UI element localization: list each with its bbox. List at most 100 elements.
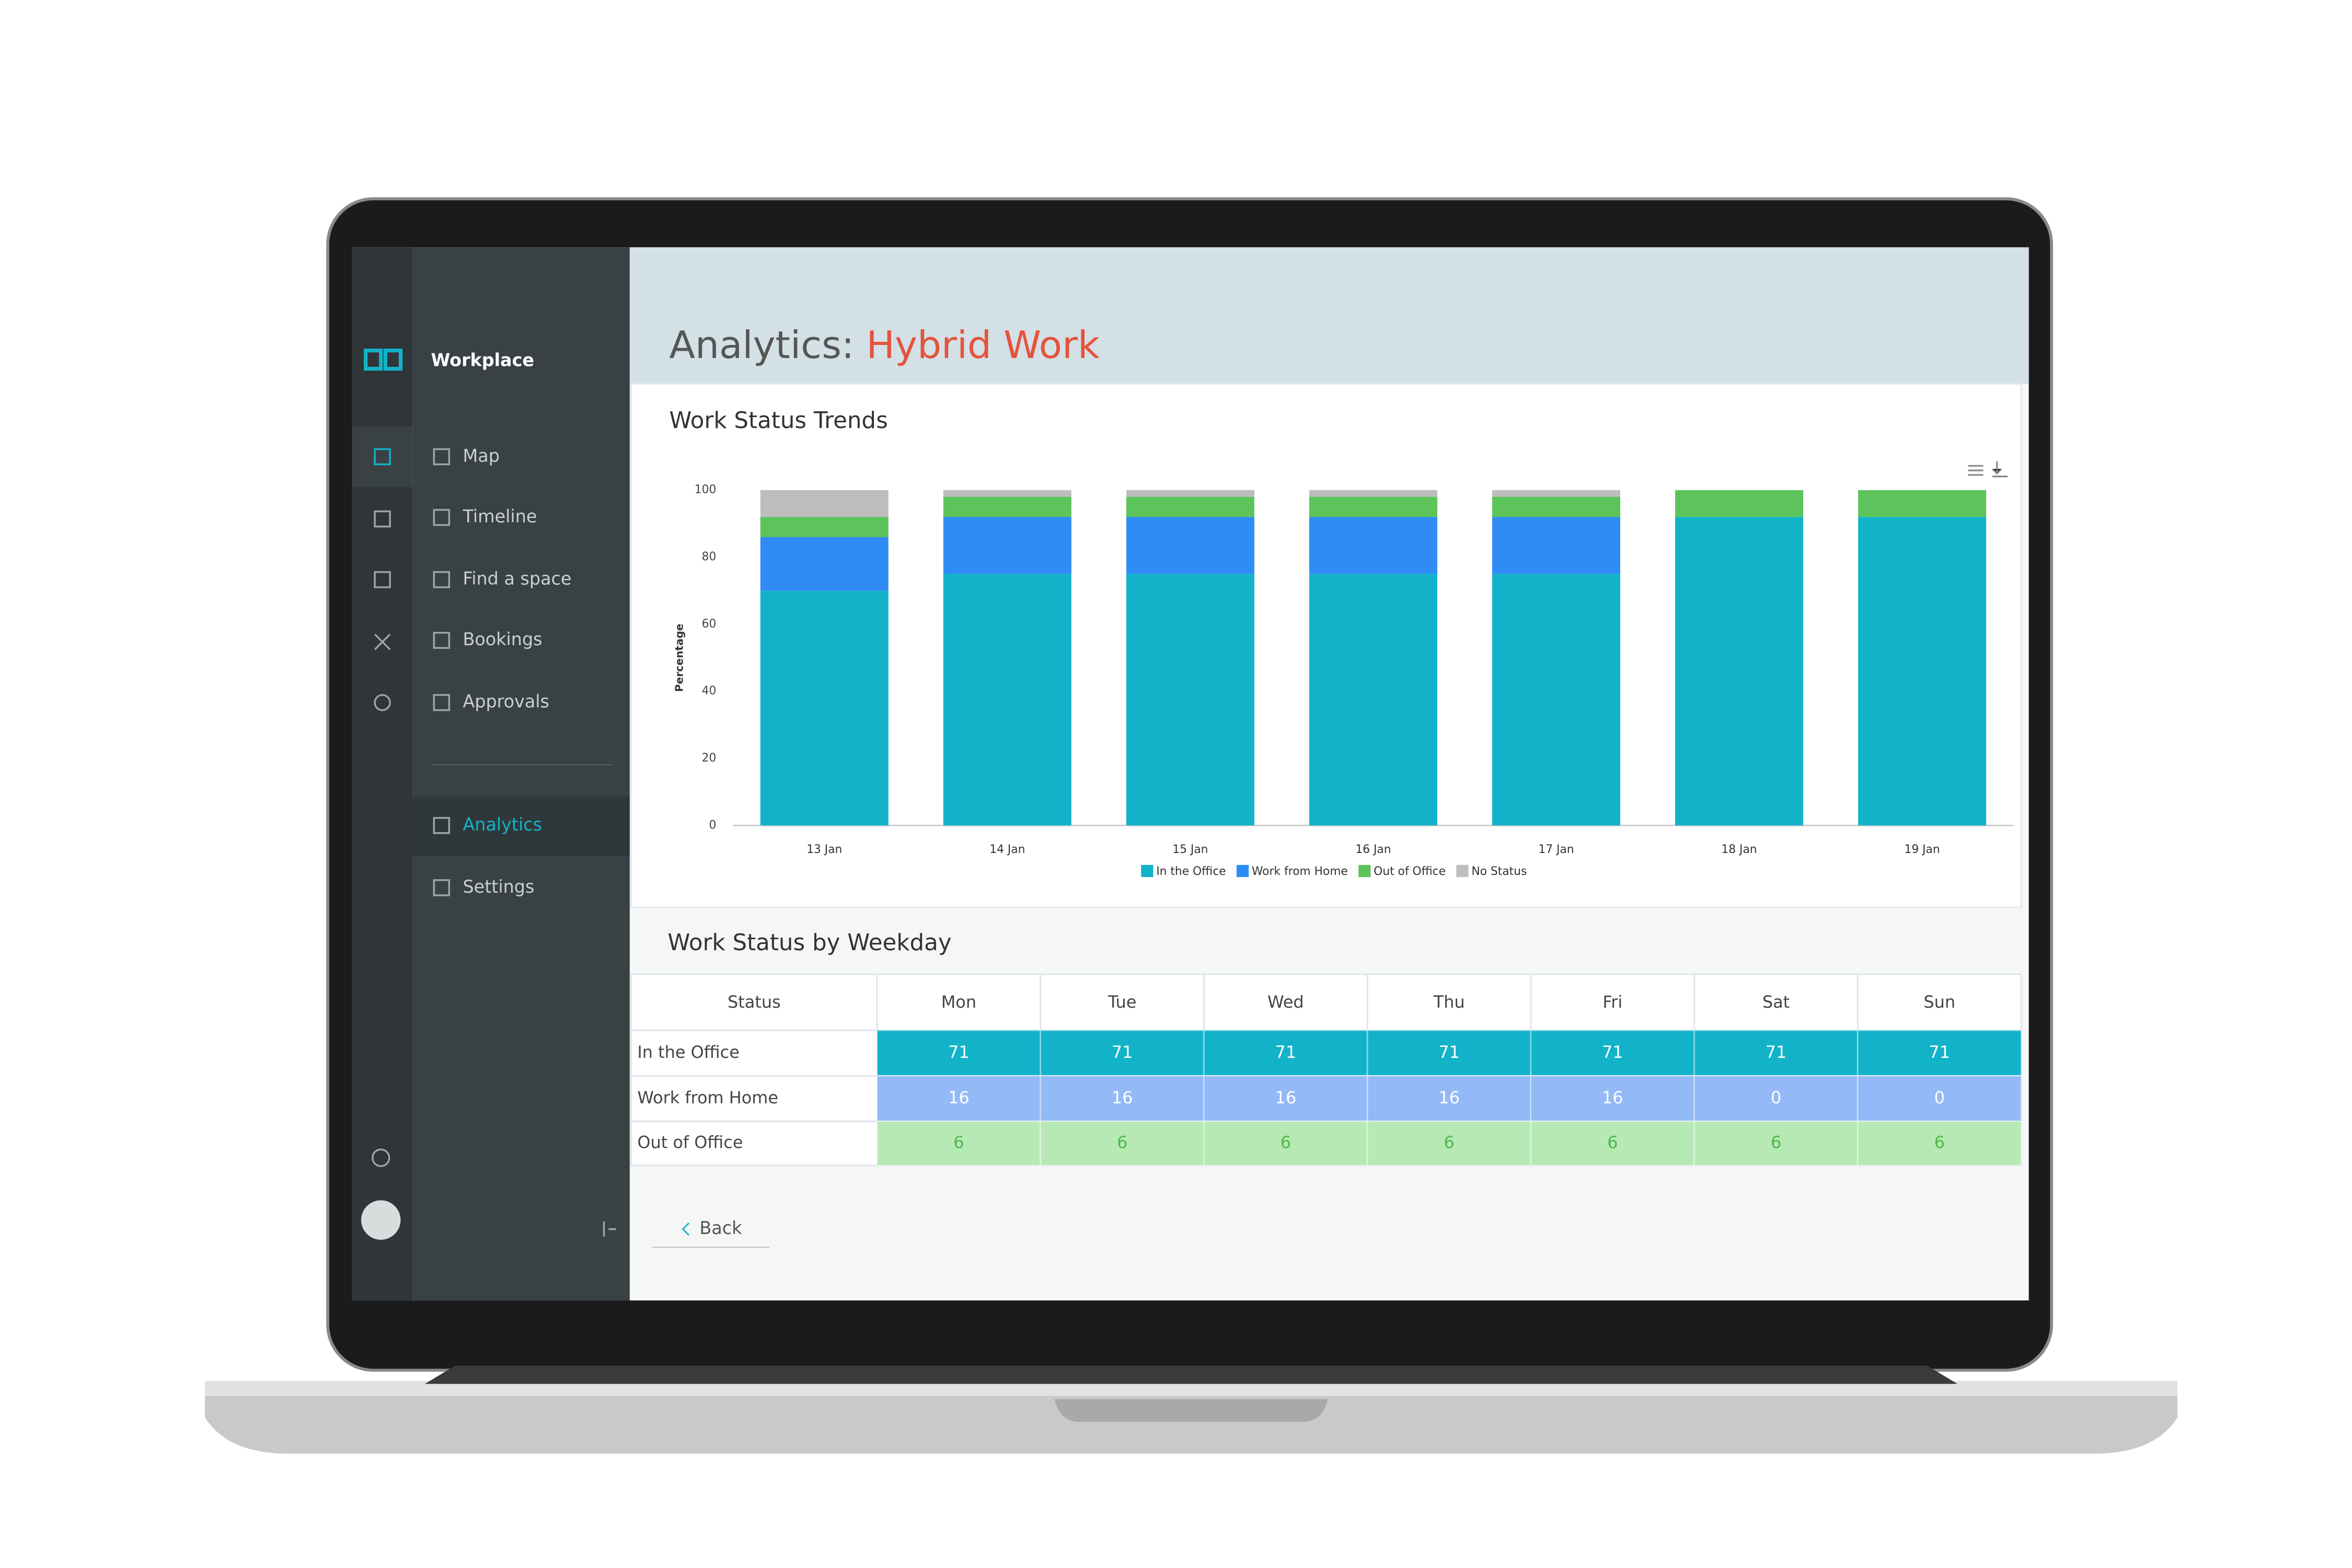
row-label: Out of Office (637, 1133, 743, 1152)
cell-value: 0 (1771, 1088, 1781, 1108)
cell-value: 16 (1602, 1088, 1623, 1108)
bar-segment (760, 517, 889, 537)
nav-item[interactable]: Map (463, 445, 499, 466)
nav: Map Timeline Find a space Bookings Approvals… (433, 445, 571, 897)
cell-value: 6 (953, 1133, 964, 1152)
legend-swatch (1141, 864, 1154, 878)
column-header: Fri (1602, 992, 1622, 1012)
cell-value: 16 (948, 1088, 970, 1108)
brand: Workplace (431, 350, 534, 370)
cell (1693, 1121, 1859, 1167)
table: Status Mon Tue Wed Thu Fri Sat Sun In the Office… (630, 973, 2022, 1167)
back-label[interactable]: Back (699, 1218, 742, 1238)
cell-value: 6 (1444, 1133, 1454, 1152)
cell-value: 71 (1275, 1042, 1297, 1062)
icon-strip (352, 247, 413, 1301)
cell (1693, 1075, 1859, 1122)
bar-segment (760, 537, 889, 591)
bar-segment (1492, 490, 1620, 497)
nav-item[interactable]: Approvals (463, 691, 549, 712)
cell-value: 71 (1929, 1042, 1950, 1062)
nav-item[interactable]: Timeline (462, 506, 537, 527)
strip-icons (372, 448, 616, 1237)
cell-value: 71 (948, 1042, 970, 1062)
legend-label[interactable]: In the Office (1156, 865, 1226, 878)
cell (1040, 1121, 1205, 1167)
x-tick-label: 17 Jan (1538, 843, 1574, 856)
title-sub: Hybrid Work (866, 324, 1100, 367)
page-title: Analytics: Hybrid Work (669, 324, 1100, 367)
bar-segment (1858, 490, 1987, 517)
column-header: Wed (1267, 992, 1304, 1012)
cell-value: 0 (1934, 1088, 1945, 1108)
bar-segment (1492, 517, 1620, 574)
column-header: Status (728, 992, 781, 1012)
column-header: Sat (1762, 992, 1790, 1012)
nav-item[interactable]: Find a space (463, 569, 571, 589)
cell-value: 6 (1934, 1133, 1945, 1152)
bar-segment (1675, 517, 1804, 826)
bar-segment (760, 490, 889, 517)
bar-segment (1309, 490, 1437, 497)
column-header: Tue (1108, 992, 1137, 1012)
y-tick-label: 20 (702, 752, 717, 765)
logo (364, 349, 403, 371)
chart-menu[interactable] (1968, 461, 2008, 478)
cell (1530, 1075, 1696, 1122)
cell-value: 71 (1438, 1042, 1460, 1062)
column-header: Mon (941, 992, 976, 1012)
cell (1203, 1075, 1368, 1122)
legend-label[interactable]: Work from Home (1252, 865, 1348, 878)
legend-swatch (1456, 864, 1469, 878)
y-tick-label: 60 (702, 617, 717, 630)
cell (1530, 1121, 1696, 1167)
table-title: Work Status by Weekday (667, 930, 951, 956)
back-button[interactable]: Back (652, 1218, 769, 1248)
legend-swatch (1358, 864, 1371, 878)
bar-segment (1309, 497, 1437, 517)
title-main: Analytics: (669, 324, 854, 367)
bar-segment (1309, 574, 1437, 826)
legend-swatch (1236, 864, 1249, 878)
cell-value: 71 (1766, 1042, 1787, 1062)
cell (1203, 1121, 1368, 1167)
legend-label[interactable]: No Status (1471, 865, 1527, 878)
nav-item[interactable]: Analytics (463, 814, 542, 835)
nav-icon (433, 509, 451, 526)
column-header: Sun (1923, 992, 1955, 1012)
header (629, 247, 2029, 384)
bar-segment (1126, 517, 1254, 574)
y-tick-label: 100 (695, 483, 717, 497)
y-tick-label: 80 (702, 550, 717, 563)
nav-item[interactable]: Settings (463, 877, 534, 897)
column-header: Thu (1433, 992, 1465, 1012)
nav-icon (433, 571, 451, 589)
nav-icon (433, 448, 451, 466)
cell-value: 71 (1112, 1042, 1133, 1062)
bar-segment (943, 490, 1071, 497)
legend-label[interactable]: Out of Office (1374, 865, 1446, 878)
bar-segment (1858, 517, 1987, 826)
y-tick-label: 40 (702, 685, 717, 698)
x-tick-label: 15 Jan (1172, 843, 1208, 856)
bar-segment (1309, 517, 1437, 574)
cell (1040, 1029, 1205, 1077)
cell-value: 6 (1117, 1133, 1127, 1152)
nav-item[interactable]: Bookings (463, 629, 542, 650)
cell-value: 6 (1281, 1133, 1291, 1152)
cell (1857, 1121, 2022, 1167)
cell-value: 6 (1607, 1133, 1618, 1152)
y-tick-label: 0 (709, 818, 716, 832)
nav-icon (433, 694, 451, 711)
bar-segment (1492, 574, 1620, 826)
cell-value: 16 (1112, 1088, 1133, 1108)
cell-value: 16 (1275, 1088, 1297, 1108)
chart-title: Work Status Trends (669, 408, 887, 434)
bar-segment (1492, 497, 1620, 517)
x-tick-label: 13 Jan (806, 843, 842, 856)
avatar[interactable] (361, 1200, 401, 1240)
nav-icon (433, 879, 451, 896)
cell-value: 16 (1438, 1088, 1460, 1108)
x-tick-label: 19 Jan (1904, 843, 1940, 856)
